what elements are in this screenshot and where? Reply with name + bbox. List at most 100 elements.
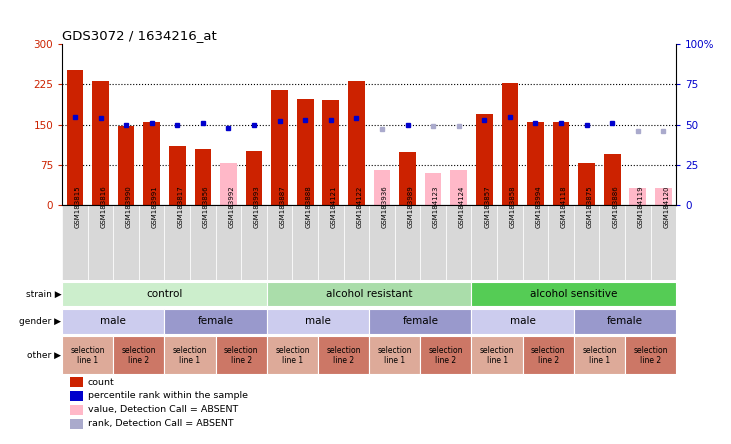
Bar	[420, 336, 471, 374]
Text: count: count	[88, 377, 115, 387]
Text: female: female	[607, 317, 643, 326]
Text: GSM184119: GSM184119	[637, 186, 644, 228]
Bar	[62, 309, 164, 334]
Bar	[164, 309, 267, 334]
Text: selection
line 2: selection line 2	[531, 345, 566, 365]
Bar	[62, 336, 113, 374]
Text: male: male	[305, 317, 331, 326]
Text: GSM183989: GSM183989	[408, 186, 414, 228]
Text: GSM183992: GSM183992	[228, 186, 235, 228]
Bar	[69, 405, 83, 415]
Bar	[523, 205, 548, 280]
Bar	[374, 170, 390, 205]
Bar	[604, 154, 621, 205]
Text: GSM183875: GSM183875	[587, 186, 593, 228]
Text: selection
line 1: selection line 1	[173, 345, 208, 365]
Text: GSM183888: GSM183888	[306, 186, 311, 228]
Bar	[62, 205, 88, 280]
Text: selection
line 1: selection line 1	[377, 345, 412, 365]
Bar	[446, 205, 471, 280]
Text: strain ▶: strain ▶	[26, 289, 61, 298]
Text: selection
line 2: selection line 2	[224, 345, 259, 365]
Text: gender ▶: gender ▶	[20, 317, 61, 326]
Text: GSM183816: GSM183816	[101, 186, 107, 228]
Text: GSM183990: GSM183990	[126, 186, 132, 228]
Bar	[655, 187, 672, 205]
Text: male: male	[510, 317, 536, 326]
Bar	[220, 163, 237, 205]
Bar	[395, 205, 420, 280]
Bar	[553, 122, 569, 205]
Text: GSM183887: GSM183887	[279, 186, 286, 228]
Text: GSM183994: GSM183994	[535, 186, 542, 228]
Text: rank, Detection Call = ABSENT: rank, Detection Call = ABSENT	[88, 419, 233, 428]
Bar	[292, 205, 318, 280]
Bar	[497, 205, 523, 280]
Bar	[501, 83, 518, 205]
Bar	[574, 336, 625, 374]
Text: GSM184121: GSM184121	[330, 186, 337, 228]
Bar	[523, 336, 574, 374]
Bar	[399, 152, 416, 205]
Text: male: male	[100, 317, 126, 326]
Bar	[216, 336, 267, 374]
Text: other ▶: other ▶	[27, 351, 61, 360]
Bar	[318, 336, 369, 374]
Text: GSM183817: GSM183817	[178, 186, 183, 228]
Bar	[420, 205, 446, 280]
Bar	[241, 205, 267, 280]
Bar	[322, 100, 339, 205]
Text: GSM184118: GSM184118	[561, 186, 567, 228]
Bar	[578, 163, 595, 205]
Text: selection
line 2: selection line 2	[633, 345, 668, 365]
Bar	[164, 205, 190, 280]
Bar	[169, 146, 186, 205]
Bar	[164, 336, 216, 374]
Bar	[267, 205, 292, 280]
Bar	[118, 126, 135, 205]
Text: percentile rank within the sample: percentile rank within the sample	[88, 392, 248, 400]
Bar	[216, 205, 241, 280]
Bar	[348, 81, 365, 205]
Bar	[246, 151, 262, 205]
Bar	[88, 205, 113, 280]
Text: selection
line 1: selection line 1	[275, 345, 310, 365]
Bar	[143, 122, 160, 205]
Bar	[369, 336, 420, 374]
Bar	[344, 205, 369, 280]
Text: female: female	[402, 317, 439, 326]
Text: GSM183858: GSM183858	[510, 186, 516, 228]
Bar	[574, 309, 676, 334]
Bar	[67, 70, 83, 205]
Bar	[651, 205, 676, 280]
Bar	[369, 309, 471, 334]
Text: GSM184123: GSM184123	[433, 186, 439, 228]
Text: female: female	[197, 317, 234, 326]
Bar	[69, 377, 83, 387]
Bar	[271, 90, 288, 205]
Bar	[69, 419, 83, 429]
Bar	[425, 173, 442, 205]
Text: selection
line 1: selection line 1	[70, 345, 105, 365]
Bar	[599, 205, 625, 280]
Text: control: control	[146, 289, 183, 299]
Bar	[450, 170, 467, 205]
Bar	[471, 281, 676, 306]
Bar	[113, 336, 164, 374]
Text: value, Detection Call = ABSENT: value, Detection Call = ABSENT	[88, 405, 238, 414]
Bar	[267, 309, 369, 334]
Bar	[69, 391, 83, 401]
Bar	[527, 122, 544, 205]
Text: GSM183936: GSM183936	[382, 186, 388, 228]
Text: GSM183815: GSM183815	[75, 186, 81, 228]
Text: GSM183857: GSM183857	[484, 186, 491, 228]
Text: GSM183993: GSM183993	[254, 186, 260, 228]
Text: GSM184122: GSM184122	[357, 186, 363, 228]
Bar	[92, 81, 109, 205]
Bar	[267, 336, 318, 374]
Bar	[267, 281, 471, 306]
Text: GDS3072 / 1634216_at: GDS3072 / 1634216_at	[62, 29, 217, 42]
Bar	[194, 149, 211, 205]
Bar	[629, 187, 646, 205]
Bar	[548, 205, 574, 280]
